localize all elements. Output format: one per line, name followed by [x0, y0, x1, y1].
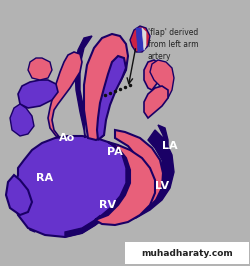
Text: RV: RV	[99, 200, 116, 210]
Polygon shape	[84, 34, 128, 140]
Polygon shape	[28, 58, 52, 80]
Polygon shape	[95, 130, 163, 222]
Polygon shape	[75, 36, 92, 138]
Polygon shape	[10, 104, 34, 136]
Polygon shape	[130, 26, 150, 52]
Polygon shape	[6, 175, 32, 215]
Polygon shape	[150, 60, 174, 98]
Text: LA: LA	[162, 141, 178, 151]
Polygon shape	[25, 125, 168, 232]
Text: Ao: Ao	[60, 133, 76, 143]
Text: PA: PA	[107, 147, 123, 157]
Text: 'flap' derived
from left arm
artery: 'flap' derived from left arm artery	[148, 28, 198, 61]
Polygon shape	[97, 56, 126, 140]
Polygon shape	[14, 136, 130, 237]
Polygon shape	[136, 28, 144, 52]
Polygon shape	[65, 142, 130, 237]
Polygon shape	[142, 28, 146, 50]
Polygon shape	[48, 52, 82, 138]
Text: LV: LV	[156, 181, 170, 191]
Polygon shape	[95, 142, 155, 225]
Text: muhadharaty.com: muhadharaty.com	[141, 248, 233, 257]
Polygon shape	[144, 86, 168, 118]
Polygon shape	[18, 80, 58, 108]
Text: RA: RA	[36, 173, 54, 183]
Polygon shape	[120, 130, 174, 222]
Polygon shape	[144, 60, 162, 90]
FancyBboxPatch shape	[125, 242, 249, 264]
